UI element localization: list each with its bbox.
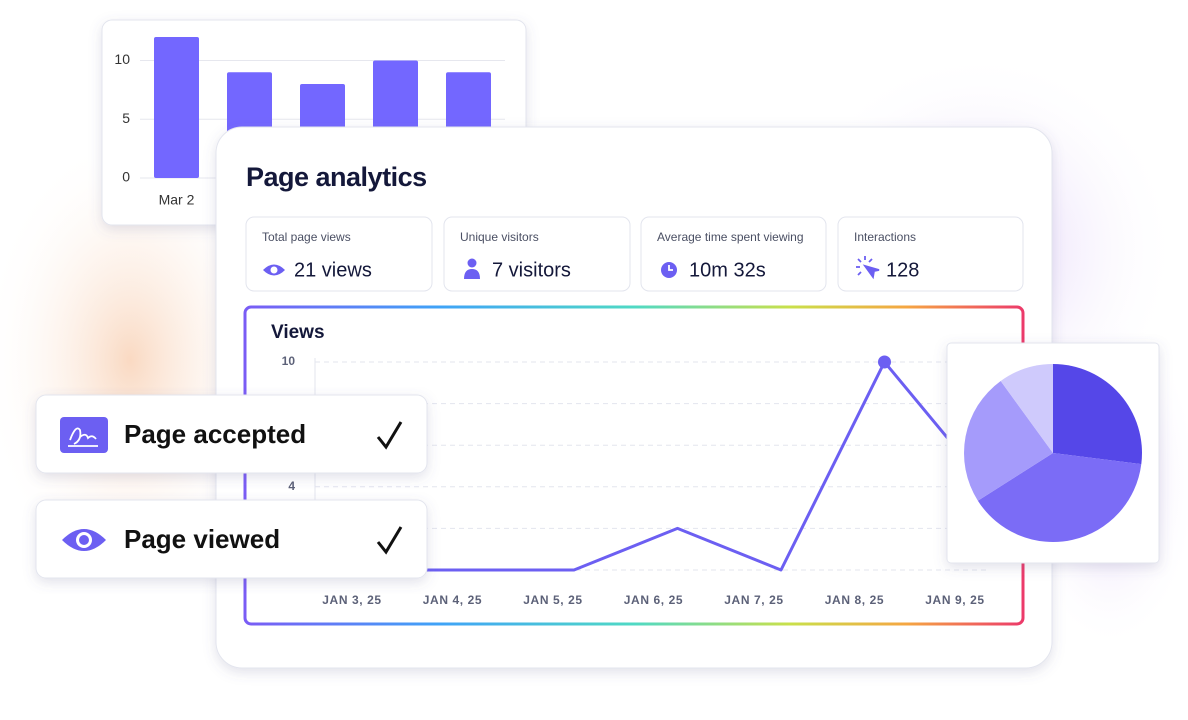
pie-slice (1000, 364, 1053, 453)
event-label: Page accepted (124, 419, 306, 449)
chart-title: Views (271, 322, 325, 343)
person-icon (464, 258, 480, 279)
y-tick-label: 10 (282, 354, 296, 368)
bar (154, 37, 199, 178)
y-tick-label: 4 (288, 479, 295, 493)
y-tick-label: 10 (114, 51, 130, 67)
pie-chart (964, 364, 1142, 543)
x-tick-label: JAN 5, 25 (523, 593, 582, 607)
x-tick-label: JAN 6, 25 (624, 593, 683, 607)
stat-label: Interactions (854, 230, 916, 244)
stat-label: Unique visitors (460, 230, 539, 244)
x-tick-label: Mar 2 (159, 192, 195, 208)
x-tick-label: JAN 3, 25 (322, 593, 381, 607)
event-card: Page accepted (35, 394, 428, 474)
clock-icon (661, 262, 677, 278)
page-title: Page analytics (246, 162, 427, 192)
eye-icon (263, 264, 285, 276)
x-tick-label: JAN 9, 25 (925, 593, 984, 607)
stat-value: 10m 32s (689, 259, 766, 281)
y-tick-label: 5 (122, 110, 130, 126)
peak-point (878, 355, 891, 369)
pie-slice (964, 380, 1053, 501)
x-tick-label: JAN 4, 25 (423, 593, 482, 607)
event-card: Page viewed (35, 499, 428, 579)
event-label: Page viewed (124, 524, 280, 554)
y-tick-label: 0 (122, 169, 130, 185)
pie-slice (977, 453, 1142, 543)
stat-box (837, 216, 1024, 292)
stat-value: 21 views (294, 259, 372, 281)
stat-box (640, 216, 827, 292)
stat-label: Total page views (262, 230, 351, 244)
stat-label: Average time spent viewing (657, 230, 804, 244)
stat-box (443, 216, 631, 292)
stats: Total page views Unique visitors Average… (245, 216, 1024, 292)
click-icon (856, 256, 880, 280)
x-tick-label: JAN 7, 25 (724, 593, 783, 607)
stat-value: 128 (886, 259, 919, 281)
stat-value: 7 visitors (492, 259, 571, 281)
pie-slice (1053, 364, 1142, 465)
stat-box (245, 216, 433, 292)
x-tick-label: JAN 8, 25 (825, 593, 884, 607)
